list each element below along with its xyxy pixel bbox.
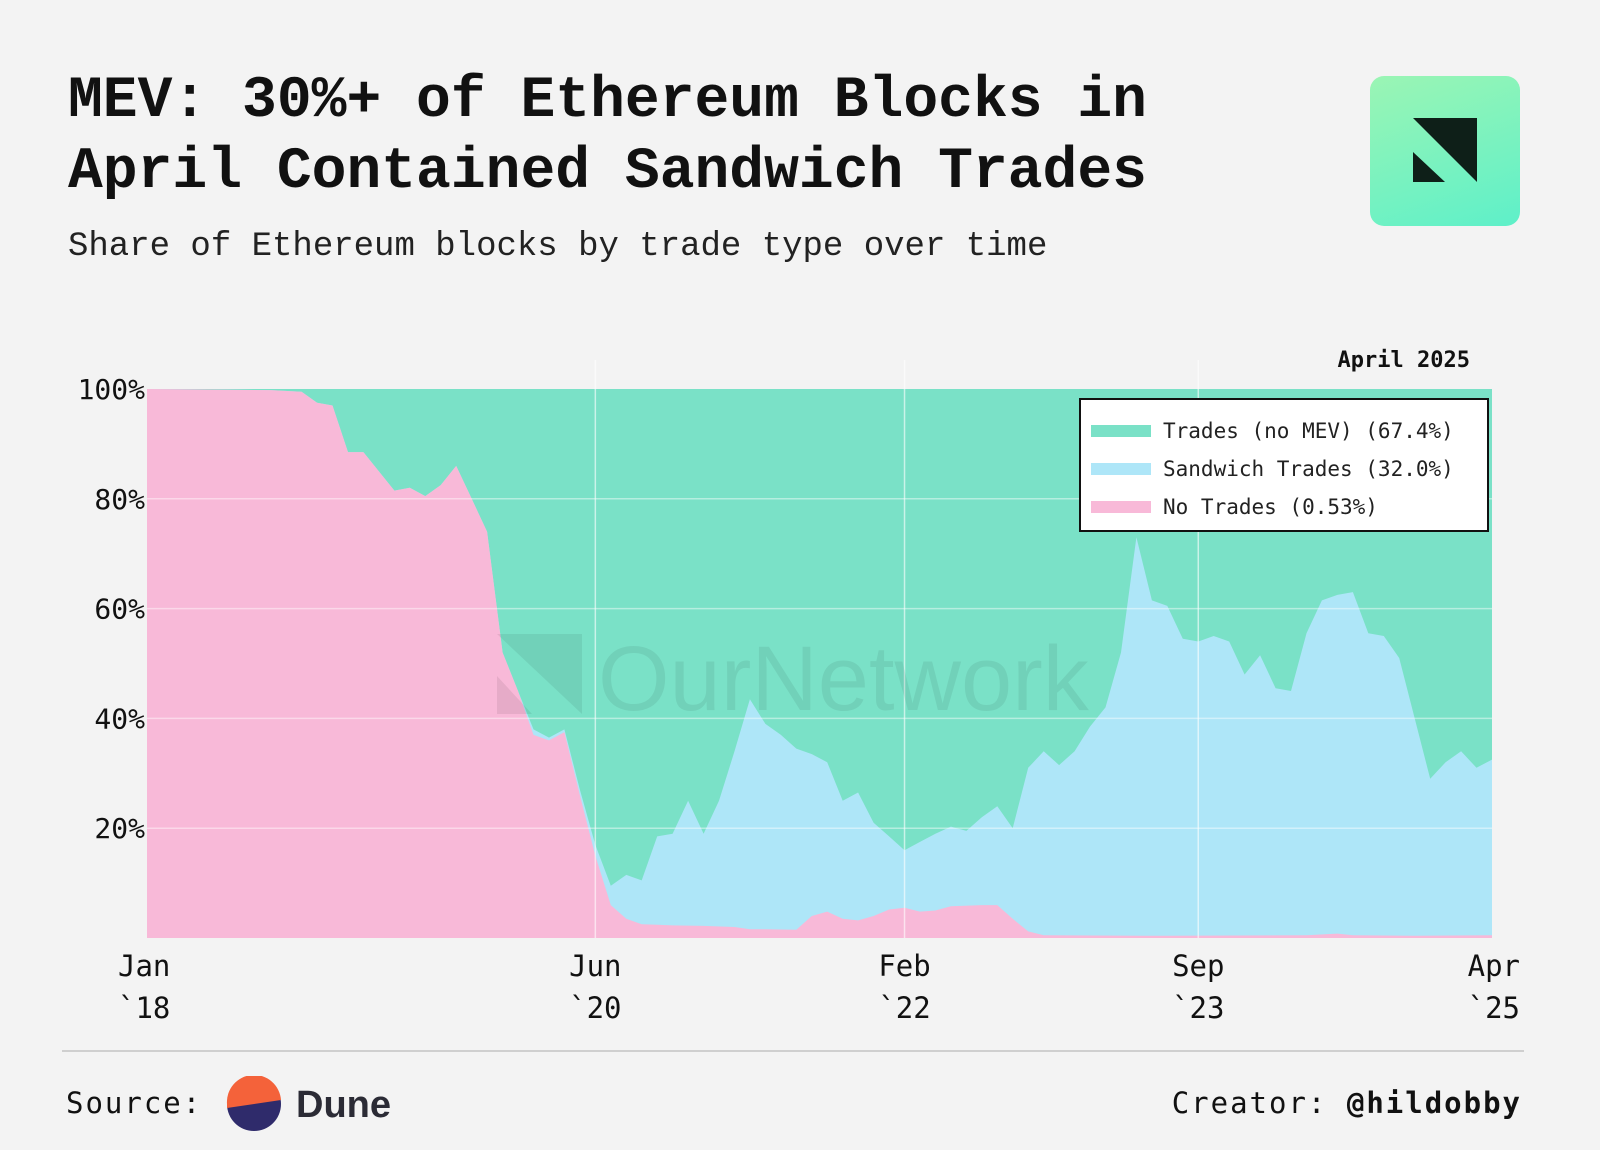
footer-divider [62, 1050, 1524, 1052]
legend-item-no-trades[interactable]: No Trades (0.53%) [1081, 488, 1487, 526]
legend-label-no-mev: Trades (no MEV) (67.4%) [1163, 419, 1454, 443]
x-tick-year-apr: `25 [1468, 991, 1520, 1025]
x-tick-label-sep: Sep [1172, 949, 1224, 983]
y-tick-label-40: 40% [94, 702, 145, 735]
area-no-trades [147, 389, 1492, 938]
legend-item-no-mev[interactable]: Trades (no MEV) (67.4%) [1081, 412, 1487, 450]
x-tick-year-jun: `20 [569, 991, 621, 1025]
title-line-2: April Contained Sandwich Trades [68, 140, 1147, 205]
dune-logo-icon [226, 1076, 281, 1131]
x-tick-year-feb: `22 [878, 991, 930, 1025]
dune-logo-text[interactable]: Dune [296, 1084, 391, 1126]
x-tick-label-apr: Apr [1468, 949, 1520, 983]
chart-title: MEV: 30%+ of Ethereum Blocks in April Co… [68, 66, 1248, 208]
x-tick-label-jan: Jan [118, 949, 170, 983]
legend-swatch-no-mev [1091, 425, 1151, 437]
annotation-april-2025: April 2025 [1338, 348, 1470, 373]
x-tick-year-jan: `18 [118, 991, 170, 1025]
creator-handle[interactable]: @hildobby [1346, 1086, 1522, 1120]
legend-swatch-no-trades [1091, 501, 1151, 513]
y-tick-label-80: 80% [94, 483, 145, 516]
x-tick-label-jun: Jun [569, 949, 621, 983]
y-tick-label-100: 100% [78, 373, 146, 406]
x-tick-label-feb: Feb [878, 949, 930, 983]
legend-label-no-trades: No Trades (0.53%) [1163, 495, 1378, 519]
ournetwork-logo-icon [1413, 118, 1477, 182]
legend-label-sandwich: Sandwich Trades (32.0%) [1163, 457, 1454, 481]
watermark: OurNetwork [497, 628, 1090, 730]
creator-credit: Creator: @hildobby [1172, 1086, 1522, 1120]
ournetwork-logo [1370, 76, 1520, 226]
stacked-area-chart: OurNetwork 20% 40% 60% 80% 100% Jan `18 Jun `20… [78, 348, 1520, 1025]
creator-label: Creator: [1171, 1086, 1328, 1120]
watermark-text: OurNetwork [598, 628, 1090, 730]
y-tick-label-60: 60% [94, 593, 145, 626]
legend-item-sandwich[interactable]: Sandwich Trades (32.0%) [1081, 450, 1487, 488]
x-tick-year-sep: `23 [1172, 991, 1224, 1025]
legend: Trades (no MEV) (67.4%) Sandwich Trades … [1079, 398, 1489, 532]
source-label: Source: [66, 1086, 203, 1120]
y-tick-label-20: 20% [94, 812, 145, 845]
legend-swatch-sandwich [1091, 463, 1151, 475]
chart-subtitle: Share of Ethereum blocks by trade type o… [68, 228, 1048, 266]
title-line-1: MEV: 30%+ of Ethereum Blocks in [68, 69, 1147, 134]
